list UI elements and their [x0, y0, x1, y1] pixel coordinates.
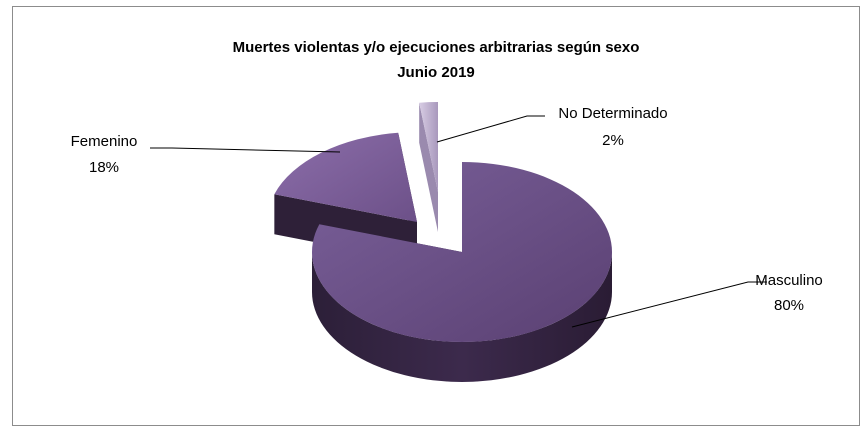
data-label-femenino-percent: 18%	[89, 159, 119, 176]
chart-subtitle: Junio 2019	[397, 64, 475, 81]
pie-slice-masculino	[312, 162, 612, 382]
leader-line-femenino	[150, 147, 341, 153]
data-label-no-determinado-percent: 2%	[602, 132, 624, 149]
data-label-masculino-percent: 80%	[774, 297, 804, 314]
pie-slice-no-determinado	[419, 102, 438, 232]
pie-chart: Muertes violentas y/o ejecuciones arbitr…	[71, 39, 823, 382]
data-label-femenino-name: Femenino	[71, 133, 138, 150]
leader-line-masculino	[571, 281, 767, 328]
data-label-no-determinado-name: No Determinado	[558, 105, 667, 122]
data-label-masculino-name: Masculino	[755, 272, 823, 289]
leader-line-no-determinado	[436, 115, 545, 143]
chart-title: Muertes violentas y/o ejecuciones arbitr…	[233, 39, 640, 56]
